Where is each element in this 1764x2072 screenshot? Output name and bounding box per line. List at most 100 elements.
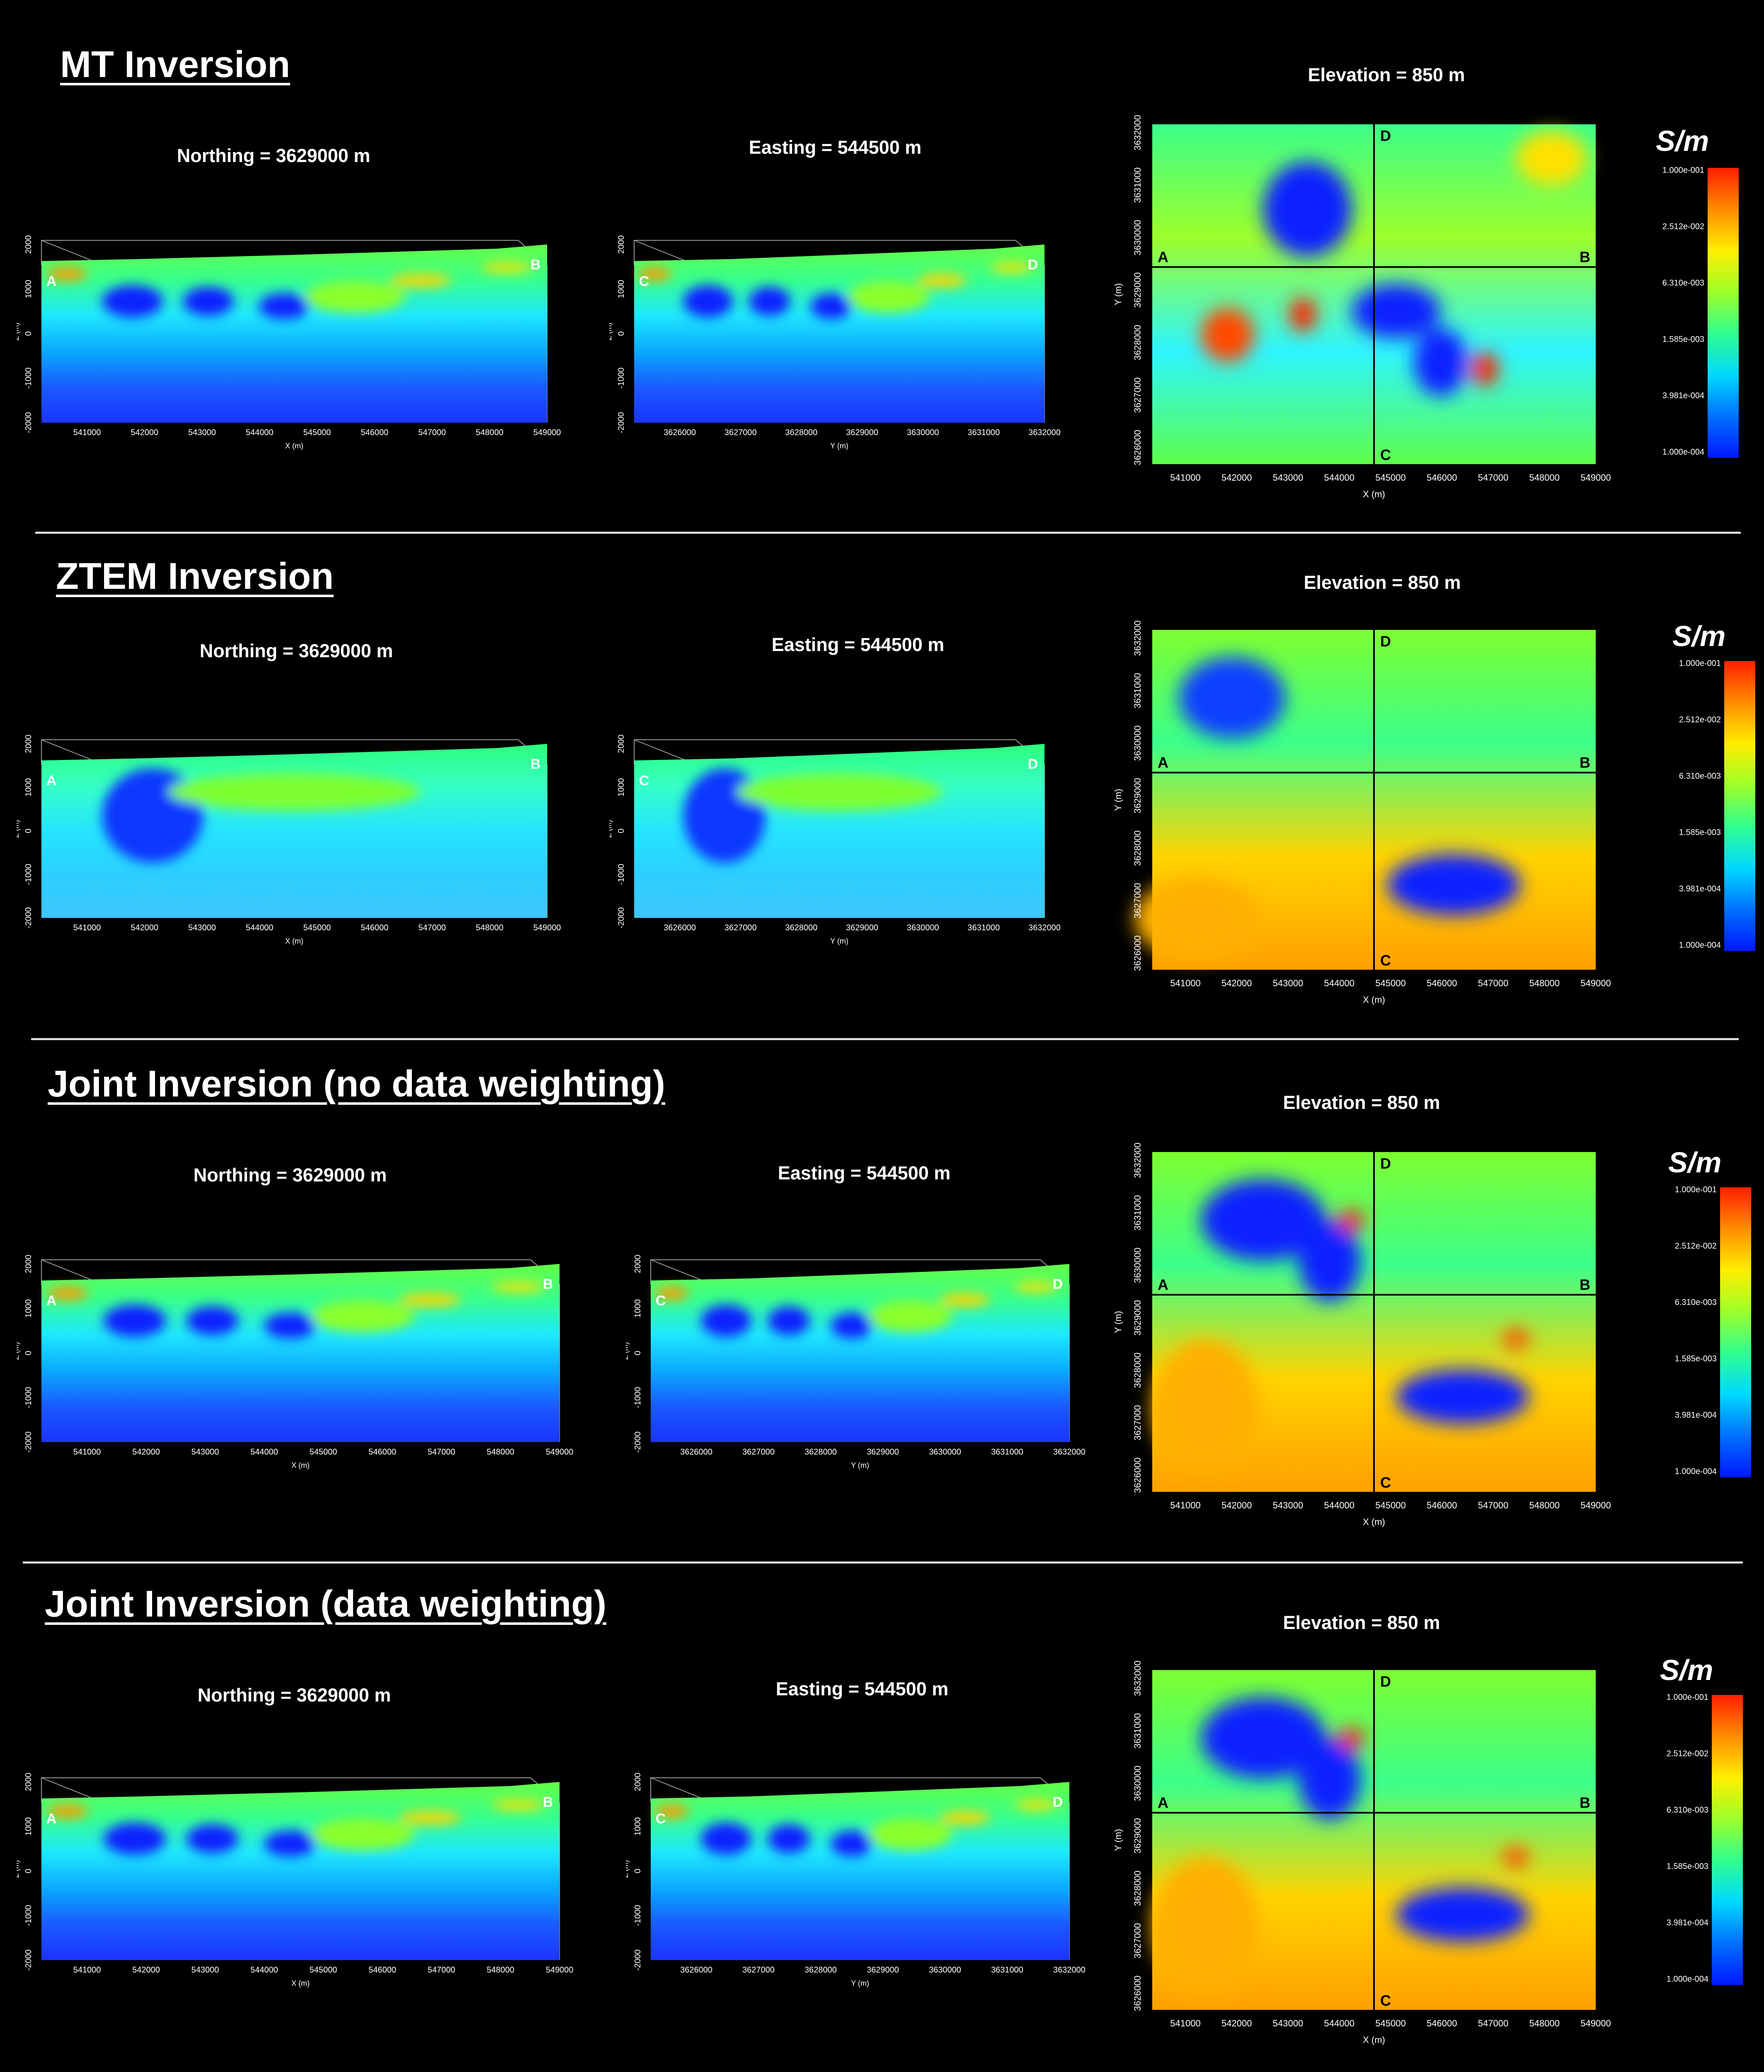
z-tick-label: -1000	[24, 1387, 33, 1408]
section-title: Joint Inversion (data weighting)	[45, 1583, 607, 1625]
y-tick-label: 3631000	[1132, 1195, 1143, 1231]
y-tick-label: 3628000	[1132, 325, 1143, 361]
x-tick-label: 3631000	[967, 923, 1000, 932]
section-end-label: B	[543, 1276, 553, 1292]
x-tick-label: 3630000	[907, 428, 939, 437]
y-tick-label: 3626000	[1132, 430, 1143, 465]
conductivity-section	[41, 244, 547, 423]
y-tick-label: 3632000	[1132, 1143, 1143, 1178]
colorbar-tick-label: 6.310e-003	[1675, 1298, 1717, 1307]
y-tick-label: 3630000	[1132, 220, 1143, 256]
x-tick-label: 544000	[1324, 978, 1354, 988]
colorbar-tick-label: 1.585e-003	[1662, 335, 1704, 344]
z-tick-label: 0	[24, 331, 33, 336]
x-tick-label: 546000	[1427, 472, 1457, 483]
x-tick-label: 549000	[533, 923, 561, 932]
z-tick-label: -1000	[24, 368, 33, 389]
plan-map-plot: D C A B 541000 542000 543000 544000 545000 546000…	[1113, 1661, 1611, 2045]
x-tick-label: 544000	[250, 1447, 278, 1457]
x-tick-label: 545000	[1375, 472, 1405, 483]
section-end-label: C	[656, 1811, 666, 1827]
colorbar-unit: S/m	[1660, 1654, 1713, 1686]
ns-section-title: Northing = 3629000 m	[177, 145, 371, 166]
x-tick-label: 543000	[1273, 472, 1303, 483]
z-tick-label: -2000	[24, 1431, 33, 1452]
y-tick-label: 3629000	[1132, 1818, 1143, 1854]
x-tick-label: 546000	[361, 923, 388, 932]
x-tick-label: 545000	[1375, 978, 1405, 988]
section-end-label: D	[1028, 756, 1038, 772]
colorbar-unit: S/m	[1656, 125, 1709, 157]
section-title: ZTEM Inversion	[56, 556, 334, 597]
profile-lines	[1152, 1670, 1596, 2010]
x-tick-label: 549000	[546, 1447, 574, 1457]
plan-title: Elevation = 850 m	[1283, 1092, 1440, 1113]
y-tick-label: 3630000	[1132, 1248, 1143, 1283]
x-tick-label: 3632000	[1053, 1447, 1086, 1457]
colorbar-gradient	[1712, 1695, 1743, 1985]
y-tick-label: 3632000	[1132, 115, 1143, 150]
y-tick-label: 3632000	[1132, 1661, 1143, 1696]
x-tick-label: 548000	[1529, 1500, 1560, 1510]
x-tick-label: 549000	[1580, 1500, 1611, 1510]
plan-map-plot: D C A B 541000 542000 543000 544000 545000 546000…	[1113, 620, 1611, 1005]
section-end-label: D	[1053, 1276, 1063, 1292]
z-tick-label: -2000	[24, 412, 33, 433]
y-tick-label: 3626000	[1132, 1975, 1143, 2011]
y-tick-label: 3628000	[1132, 830, 1143, 866]
x-tick-label: 548000	[1529, 978, 1560, 988]
profile-label: A	[1158, 1276, 1168, 1293]
plan-title: Elevation = 850 m	[1283, 1612, 1440, 1633]
colorbar-tick-label: 3.981e-004	[1662, 391, 1704, 400]
z-tick-label: 1000	[617, 778, 626, 797]
x-tick-label: 544000	[1324, 472, 1354, 483]
x-tick-label: 3626000	[680, 1447, 712, 1457]
profile-label: D	[1380, 633, 1391, 650]
profile-label: C	[1380, 1474, 1391, 1491]
z-tick-label: 1000	[633, 1817, 642, 1836]
section-divider	[31, 1038, 1739, 1040]
z-tick-label: 1000	[633, 1299, 642, 1318]
y-tick-label: 3630000	[1132, 1766, 1143, 1801]
profile-label: C	[1380, 952, 1391, 969]
z-tick-label: -2000	[617, 907, 626, 928]
profile-lines	[1152, 630, 1596, 970]
x-tick-label: 3627000	[724, 428, 757, 437]
x-tick-label: 543000	[191, 1447, 219, 1457]
colorbar-unit: S/m	[1672, 620, 1726, 652]
ns-section-title: Northing = 3629000 m	[199, 640, 393, 661]
z-axis-label: Z (m)	[17, 323, 20, 341]
x-tick-label: 542000	[1221, 978, 1252, 988]
x-tick-label: 3626000	[680, 1965, 712, 1975]
z-tick-label: 0	[24, 1351, 33, 1355]
x-tick-label: 544000	[1324, 2018, 1354, 2028]
colorbar-tick-label: 1.000e-004	[1675, 1467, 1717, 1476]
z-tick-label: -2000	[617, 412, 626, 433]
z-axis-label: Z (m)	[17, 1860, 20, 1878]
x-tick-label: 3631000	[991, 1447, 1023, 1457]
profile-label: B	[1580, 754, 1590, 771]
x-tick-label: 543000	[1273, 978, 1303, 988]
y-tick-label: 3631000	[1132, 673, 1143, 709]
x-tick-label: 545000	[303, 923, 331, 932]
plan-map-panel: D C A B 541000 542000 543000 544000 545000 546000…	[1111, 99, 1621, 510]
x-tick-label: 542000	[132, 1965, 160, 1975]
colorbar-tick-label: 3.981e-004	[1667, 1918, 1708, 1927]
x-axis-label: Y (m)	[851, 1979, 869, 1987]
profile-lines	[1152, 124, 1596, 464]
x-tick-label: 542000	[131, 923, 158, 932]
x-tick-label: 545000	[303, 428, 331, 437]
x-tick-label: 541000	[1170, 1500, 1200, 1510]
x-tick-label: 547000	[1478, 2018, 1508, 2028]
x-axis-label: Y (m)	[830, 937, 848, 945]
z-tick-label: 2000	[24, 1255, 33, 1273]
section-divider	[35, 532, 1741, 534]
profile-label: A	[1158, 754, 1168, 771]
ew-section-panel: C D 2000 1000 0 -1000 -2000 Z (m) 3626000 3627000…	[605, 182, 1061, 456]
x-axis-label: Y (m)	[830, 442, 848, 450]
x-tick-label: 3629000	[846, 428, 878, 437]
z-tick-label: -1000	[24, 1905, 33, 1926]
z-tick-label: 1000	[24, 1817, 33, 1836]
ns-section-plot: A B 2000 1000 0 -1000 -2000 Z (m) 541000 542000 54…	[12, 1773, 573, 1987]
x-tick-label: 3628000	[785, 923, 817, 932]
